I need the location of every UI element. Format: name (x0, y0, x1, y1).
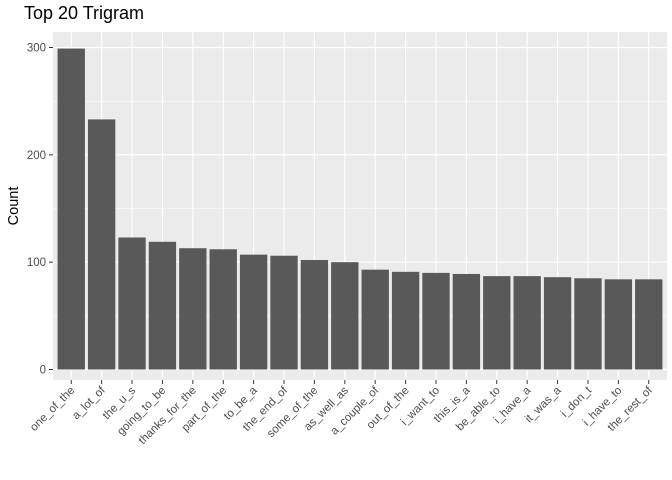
bar-it_was_a (543, 277, 572, 370)
y-tick-label: 300 (27, 43, 46, 55)
bar-part_of_the (209, 249, 237, 370)
bar-out_of_the (391, 271, 420, 370)
y-axis: 0 100 200 300 (27, 43, 53, 377)
bars (57, 48, 663, 370)
bar-a_couple_of (361, 269, 389, 370)
y-tick-label: 100 (27, 257, 46, 269)
bar-i_have_to (604, 279, 633, 370)
bar-the_u_s (118, 237, 146, 370)
y-tick-label: 0 (40, 365, 46, 377)
bar-i_want_to (422, 272, 450, 370)
bar-the_end_of (270, 255, 298, 370)
chart-title: Top 20 Trigram (24, 3, 145, 23)
bar-one_of_the (57, 48, 85, 370)
y-tick-label: 200 (27, 150, 46, 162)
bar-this_is_a (452, 273, 481, 370)
y-axis-title: Count (6, 187, 22, 226)
bar-as_well_as (331, 262, 359, 370)
bar-i_don_t (574, 278, 602, 370)
bar-some_of_the (300, 260, 329, 370)
x-axis: one_of_thea_lot_ofthe_u_sgoing_to_bethan… (28, 380, 655, 447)
bar-going_to_be (148, 241, 177, 370)
x-tick-label: one_of_the (28, 385, 77, 434)
bar-i_have_a (513, 276, 541, 370)
bar-a_lot_of (87, 119, 116, 370)
bar-the_rest_of (635, 279, 663, 370)
bar-thanks_for_the (179, 248, 207, 370)
bar-to_be_a (239, 254, 268, 370)
bar-be_able_to (483, 276, 511, 370)
